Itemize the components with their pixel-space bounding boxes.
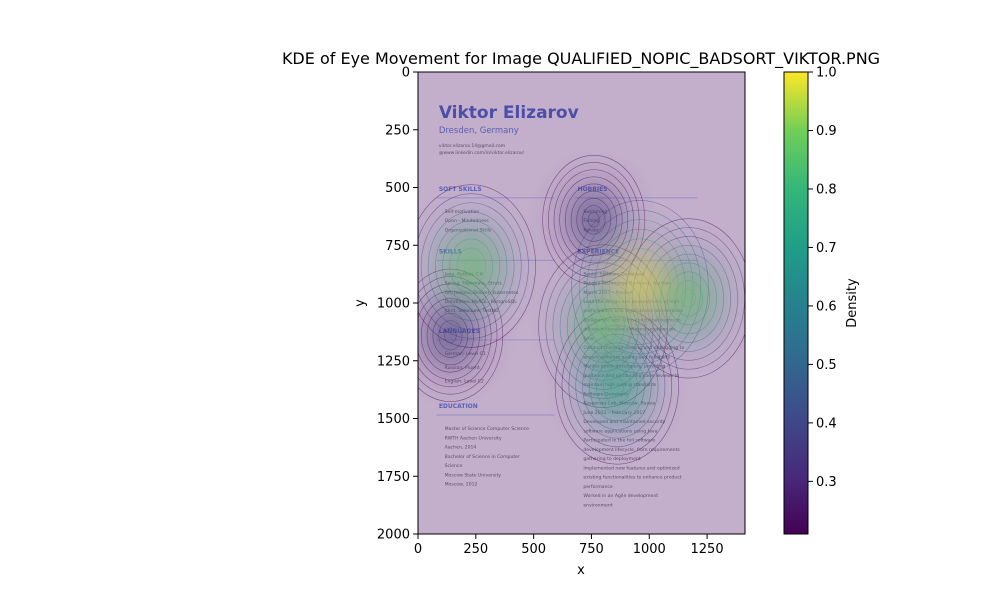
colorbar-tick-label: 0.9: [816, 124, 837, 139]
y-tick-label: 2000: [377, 528, 410, 543]
experience-item: development lifecycle, from requirements: [583, 447, 680, 453]
experience-item: gathering to deployment: [583, 456, 640, 462]
y-tick-label: 1500: [377, 412, 410, 427]
y-axis: 0 250 500 750 1000 1250 1500 1750 2000: [377, 66, 418, 543]
experience-item: performance: [583, 484, 613, 490]
x-axis: 0 250 500 750 1000 1250: [414, 534, 724, 557]
education-item: RWTH Aachen University: [445, 435, 502, 441]
density-blob-core: [668, 273, 709, 324]
density-blob-core: [582, 300, 624, 352]
x-axis-label: x: [577, 563, 585, 578]
colorbar-tick-label: 0.4: [816, 416, 837, 431]
plot-area: Viktor Elizarov Dresden, Germany viktor.el…: [418, 72, 745, 534]
density-blob-core: [433, 314, 467, 357]
x-tick-label: 500: [521, 542, 546, 557]
resume-contact: viktor.elizarov.14@gmail.com: [439, 143, 505, 149]
colorbar-tick-label: 0.6: [816, 299, 837, 314]
y-tick-label: 750: [385, 239, 410, 254]
density-contour: [553, 169, 634, 271]
y-tick-label: 250: [385, 123, 410, 138]
experience-item: Worked in an Agile development: [583, 493, 658, 499]
soft-skills-item: Self-motivation: [445, 209, 480, 215]
x-tick-label: 1250: [691, 542, 724, 557]
density-blob-core: [450, 240, 492, 292]
x-tick-label: 0: [414, 542, 422, 557]
density-contour: [565, 183, 623, 257]
education-item: Bachelor of Science in Computer: [445, 454, 520, 460]
density-blob-core: [577, 199, 610, 241]
education-item: Moscow State University: [445, 472, 502, 478]
colorbar: 0.3 0.4 0.5 0.6 0.7 0.8 0.9 1.0 Density: [783, 66, 860, 535]
experience-item: Implemented new features and optimized: [583, 465, 679, 471]
density-blob-core: [597, 361, 637, 411]
colorbar-tick-label: 0.3: [816, 475, 837, 490]
y-axis-label: y: [353, 299, 368, 307]
soft-skills-heading: SOFT SKILLS: [439, 186, 482, 193]
y-tick-label: 1000: [377, 297, 410, 312]
colorbar-tick-label: 0.7: [816, 241, 837, 256]
education-heading: EDUCATION: [439, 403, 478, 410]
education-item: Aachen, 2014: [445, 445, 477, 451]
experience-item: environment: [583, 502, 612, 508]
x-tick-label: 750: [579, 542, 604, 557]
colorbar-ticks: 0.3 0.4 0.5 0.6 0.7 0.8 0.9 1.0: [808, 66, 837, 490]
y-tick-label: 1750: [377, 470, 410, 485]
education-item: Moscow, 2012: [445, 481, 478, 487]
density-contour: [559, 176, 629, 264]
education-item: Science: [445, 463, 463, 469]
experience-item: software applications using Java: [583, 428, 657, 434]
experience-item: Participated in the full software: [583, 438, 655, 444]
y-tick-label: 0: [402, 66, 410, 81]
colorbar-gradient: [783, 71, 809, 535]
x-tick-label: 250: [463, 542, 488, 557]
y-tick-label: 1250: [377, 354, 410, 369]
colorbar-label: Density: [845, 278, 860, 328]
education-item: Master of Science Computer Science: [445, 426, 530, 432]
x-tick-label: 1000: [633, 542, 666, 557]
colorbar-tick-label: 0.5: [816, 358, 837, 373]
resume-name: Viktor Elizarov: [439, 103, 579, 123]
languages-item: English: Level C2: [445, 379, 484, 385]
y-tick-label: 500: [385, 181, 410, 196]
resume-location: Dresden, Germany: [439, 126, 519, 136]
density-contour: [548, 162, 640, 278]
resume-contact: @www.linkedin.com/in/viktor.elizarov/: [439, 150, 525, 156]
density-heat: [421, 184, 724, 429]
colorbar-tick-label: 0.8: [816, 182, 837, 197]
experience-item: existing functionalities to enhance prod…: [583, 475, 682, 481]
colorbar-tick-label: 1.0: [816, 66, 837, 81]
chart-title: KDE of Eye Movement for Image QUALIFIED_…: [282, 49, 880, 69]
